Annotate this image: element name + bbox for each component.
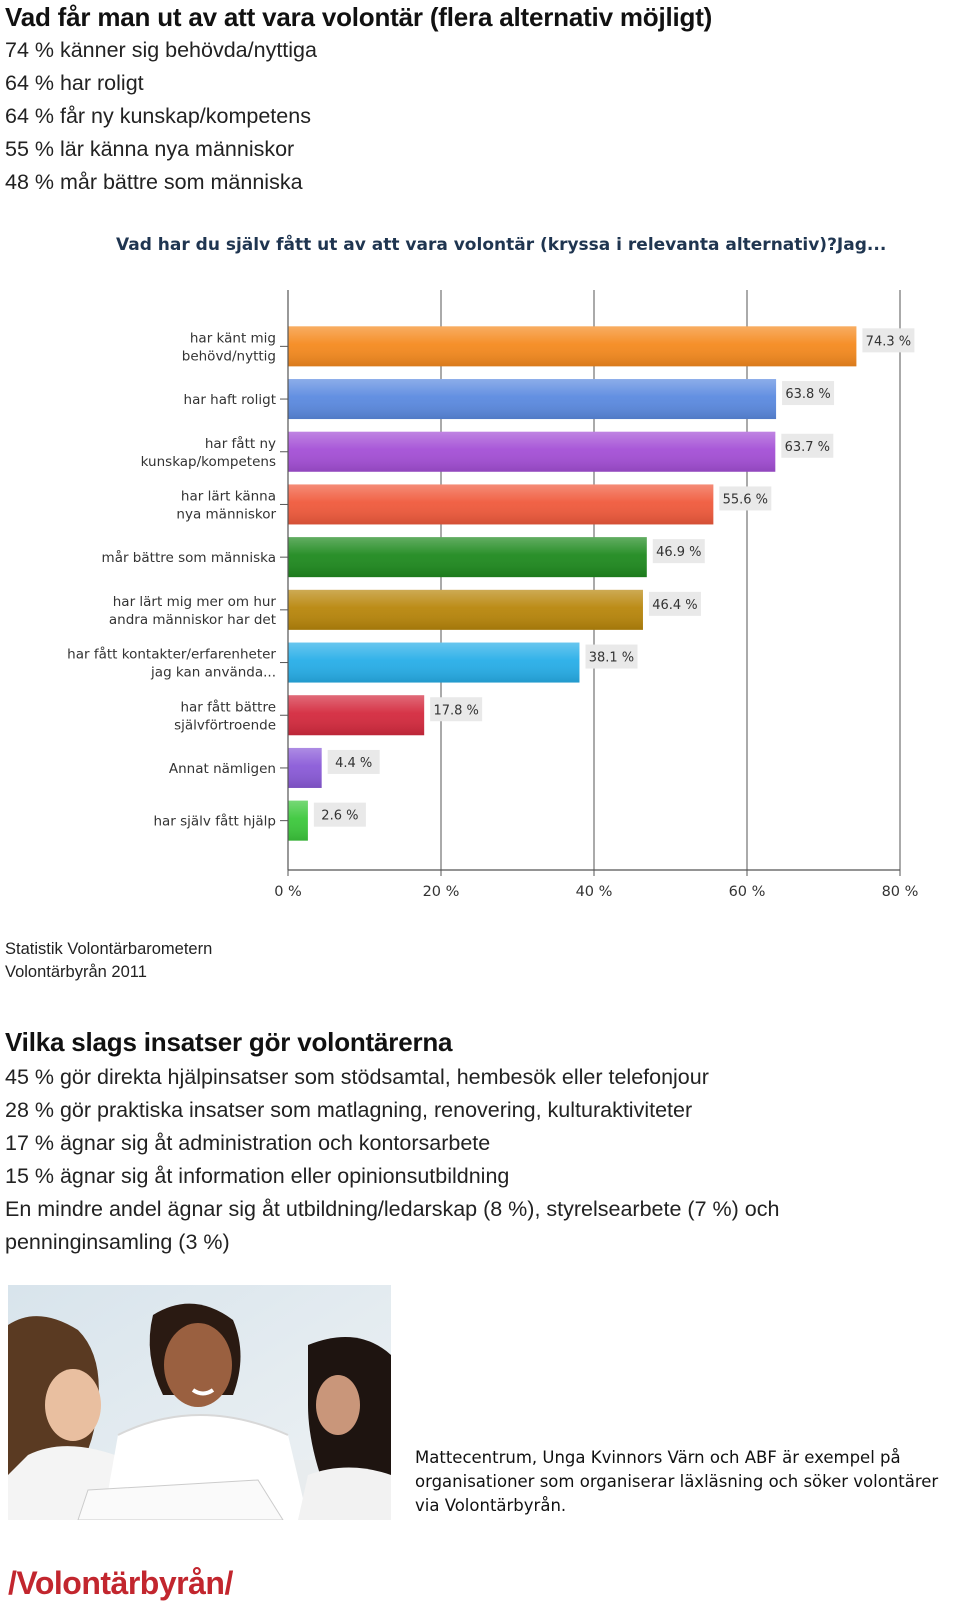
bar-shine bbox=[288, 642, 580, 683]
bar-shine bbox=[288, 431, 776, 472]
value-label-box bbox=[719, 486, 772, 511]
value-label-box bbox=[430, 697, 483, 722]
caption-line: Mattecentrum, Unga Kvinnors Värn och ABF… bbox=[415, 1448, 901, 1467]
x-tick-label: 80 % bbox=[882, 884, 919, 900]
value-label: 74.3 % bbox=[866, 334, 911, 349]
x-tick-label: 60 % bbox=[729, 884, 766, 900]
section2-line: 17 % ägnar sig åt administration och kon… bbox=[5, 1131, 491, 1155]
volunteer-photo bbox=[8, 1285, 391, 1520]
value-label-box bbox=[313, 802, 366, 827]
value-label: 4.4 % bbox=[335, 756, 372, 771]
category-label: har själv fått hjälp bbox=[153, 813, 276, 830]
value-label-box bbox=[648, 591, 701, 616]
bar-shine bbox=[288, 800, 308, 841]
section1-line: 74 % känner sig behövda/nyttiga bbox=[5, 38, 317, 62]
section1-line: 48 % mår bättre som människa bbox=[5, 170, 303, 194]
value-label: 38.1 % bbox=[589, 651, 634, 666]
section2-line: 45 % gör direkta hjälpinsatser som stöds… bbox=[5, 1065, 709, 1089]
category-label: mår bättre som människa bbox=[102, 549, 276, 566]
bar-shine bbox=[288, 695, 425, 736]
section1-line: 55 % lär känna nya människor bbox=[5, 137, 295, 161]
section2-line: 15 % ägnar sig åt information eller opin… bbox=[5, 1164, 510, 1188]
section2-line: penninginsamling (3 %) bbox=[5, 1230, 230, 1254]
section2-heading: Vilka slags insatser gör volontärerna bbox=[5, 1027, 453, 1057]
category-label: har fått ny bbox=[205, 435, 276, 452]
value-label-box bbox=[781, 433, 834, 458]
category-label: har fått bättre bbox=[180, 698, 276, 715]
bar-chart: Vad har du själv fått ut av att vara vol… bbox=[67, 233, 919, 900]
bar-shine bbox=[288, 484, 714, 525]
value-label-box bbox=[862, 328, 915, 353]
bar-shine bbox=[288, 589, 643, 630]
x-tick-label: 40 % bbox=[576, 884, 613, 900]
section1-heading: Vad får man ut av att vara volontär (fle… bbox=[5, 2, 713, 32]
value-label-box bbox=[782, 381, 835, 406]
caption-line: organisationer som organiserar läxläsnin… bbox=[415, 1472, 939, 1491]
section1-line: 64 % har roligt bbox=[5, 71, 144, 95]
value-label: 46.4 % bbox=[652, 598, 697, 613]
bar-shine bbox=[288, 537, 647, 578]
chart-title: Vad har du själv fått ut av att vara vol… bbox=[116, 233, 886, 255]
category-label: kunskap/kompetens bbox=[141, 454, 276, 470]
x-tick-label: 0 % bbox=[274, 884, 302, 900]
volontarbyran-logo: /Volontärbyrån/ bbox=[8, 1565, 233, 1601]
category-label: nya människor bbox=[176, 506, 276, 522]
category-label: har haft roligt bbox=[184, 392, 276, 408]
value-label: 2.6 % bbox=[321, 809, 358, 824]
category-label: behövd/nyttig bbox=[182, 348, 276, 364]
category-label: har känt mig bbox=[190, 330, 276, 346]
source-line-1: Statistik Volontärbarometern bbox=[5, 940, 213, 958]
category-label: har lärt känna bbox=[181, 488, 276, 504]
bar-shine bbox=[288, 379, 777, 420]
bar-shine bbox=[288, 747, 322, 788]
source-line-2: Volontärbyrån 2011 bbox=[5, 963, 147, 981]
bar-shine bbox=[288, 326, 857, 367]
category-label: andra människor har det bbox=[109, 612, 276, 628]
value-label: 63.7 % bbox=[785, 440, 830, 455]
value-label: 46.9 % bbox=[656, 545, 701, 560]
value-label: 63.8 % bbox=[785, 387, 830, 402]
value-label: 55.6 % bbox=[723, 492, 768, 507]
caption-line: via Volontärbyrån. bbox=[415, 1496, 567, 1515]
category-label: har fått kontakter/erfarenheter bbox=[67, 646, 276, 663]
section2-line: En mindre andel ägnar sig åt utbildning/… bbox=[5, 1197, 780, 1221]
category-label: Annat nämligen bbox=[169, 761, 276, 777]
section2-line: 28 % gör praktiska insatser som matlagni… bbox=[5, 1098, 693, 1122]
category-label: jag kan använda... bbox=[150, 665, 276, 681]
category-label: självförtroende bbox=[174, 717, 276, 733]
x-tick-label: 20 % bbox=[423, 884, 460, 900]
value-label-box bbox=[585, 644, 638, 669]
section1-line: 64 % får ny kunskap/kompetens bbox=[5, 104, 311, 128]
category-label: har lärt mig mer om hur bbox=[113, 594, 277, 610]
value-label: 17.8 % bbox=[433, 703, 478, 718]
value-label-box bbox=[652, 539, 705, 564]
value-label-box bbox=[327, 749, 380, 774]
